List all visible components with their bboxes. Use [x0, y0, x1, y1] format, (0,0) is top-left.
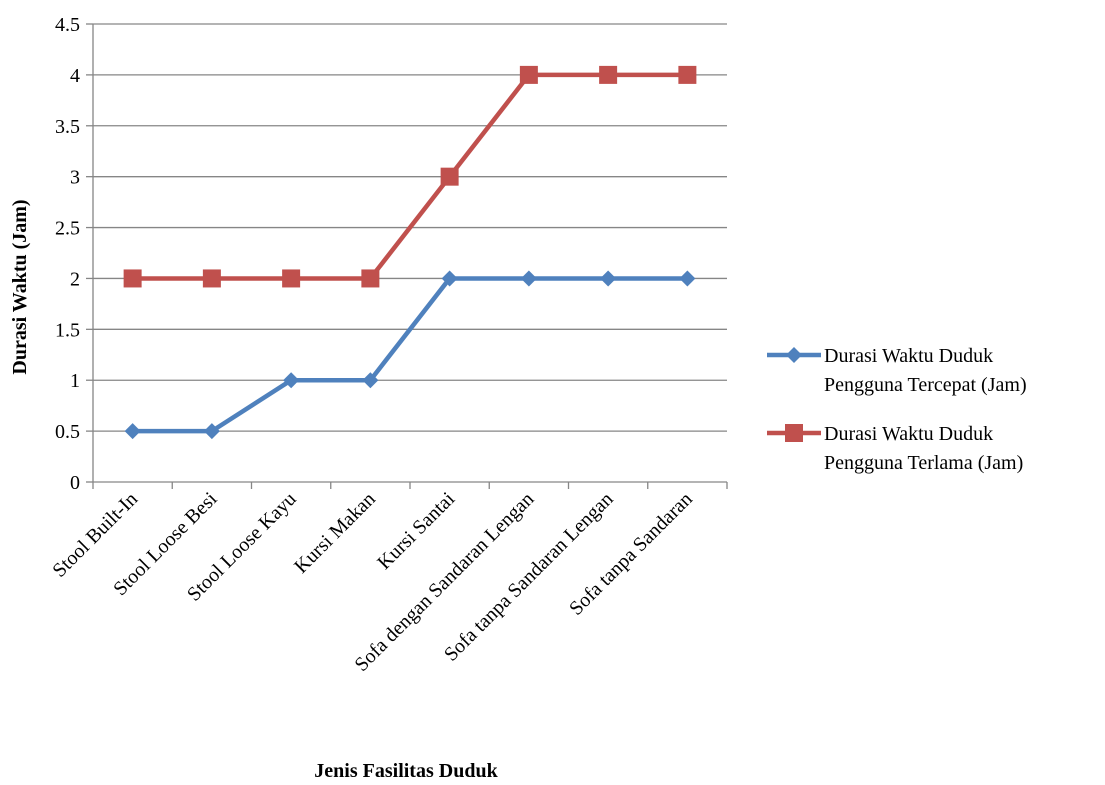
data-point-marker: [203, 423, 220, 440]
data-point-marker: [600, 270, 617, 287]
legend-label: Pengguna Terlama (Jam): [824, 452, 1023, 474]
legend-item-2: Durasi Waktu Duduk Pengguna Terlama (Jam): [767, 423, 1023, 474]
data-point-marker: [362, 372, 379, 389]
y-axis-ticks: 0 0.5 1 1.5 2 2.5 3 3.5 4 4.5: [55, 14, 80, 494]
series-2: [123, 65, 697, 288]
y-tick-label: 2: [70, 268, 80, 290]
legend-label: Durasi Waktu Duduk: [824, 345, 993, 367]
x-tick-label: Kursi Santai: [373, 488, 459, 574]
data-point-marker: [599, 65, 618, 84]
series-line: [132, 72, 688, 281]
data-point-marker: [124, 423, 141, 440]
legend-marker: [785, 424, 803, 442]
data-point-marker: [520, 270, 537, 287]
x-tick-label: Kursi Makan: [290, 488, 380, 578]
data-point-marker: [202, 269, 221, 288]
data-point-marker: [679, 270, 696, 287]
axes: [86, 23, 728, 489]
y-tick-label: 4: [70, 65, 80, 87]
x-axis-title: Jenis Fasilitas Duduk: [314, 760, 498, 782]
data-point-marker: [678, 65, 697, 84]
data-point-marker: [441, 270, 458, 287]
data-point-marker: [283, 372, 300, 389]
y-tick-label: 1.5: [55, 319, 80, 341]
data-point-marker: [123, 269, 142, 288]
y-tick-label: 2.5: [55, 218, 80, 240]
data-point-marker: [519, 65, 538, 84]
legend: Durasi Waktu Duduk Pengguna Tercepat (Jam…: [767, 345, 1027, 474]
legend-item-1: Durasi Waktu Duduk Pengguna Tercepat (Jam…: [767, 345, 1027, 396]
data-point-marker: [440, 167, 459, 186]
y-tick-label: 0.5: [55, 421, 80, 443]
data-point-marker: [282, 269, 301, 288]
series-group: [123, 65, 697, 440]
y-tick-label: 0: [70, 472, 80, 494]
y-axis-title: Durasi Waktu (Jam): [9, 199, 31, 374]
y-tick-label: 4.5: [55, 14, 80, 36]
legend-marker: [786, 347, 802, 363]
series-1: [124, 270, 696, 440]
y-tick-label: 3.5: [55, 116, 80, 138]
y-tick-label: 3: [70, 167, 80, 189]
y-tick-label: 1: [70, 370, 80, 392]
data-point-marker: [361, 269, 380, 288]
legend-label: Pengguna Tercepat (Jam): [824, 374, 1027, 396]
series-line: [132, 276, 688, 434]
legend-label: Durasi Waktu Duduk: [824, 423, 993, 445]
x-tick-label: Sofa tanpa Sandaran Lengan: [440, 488, 618, 666]
